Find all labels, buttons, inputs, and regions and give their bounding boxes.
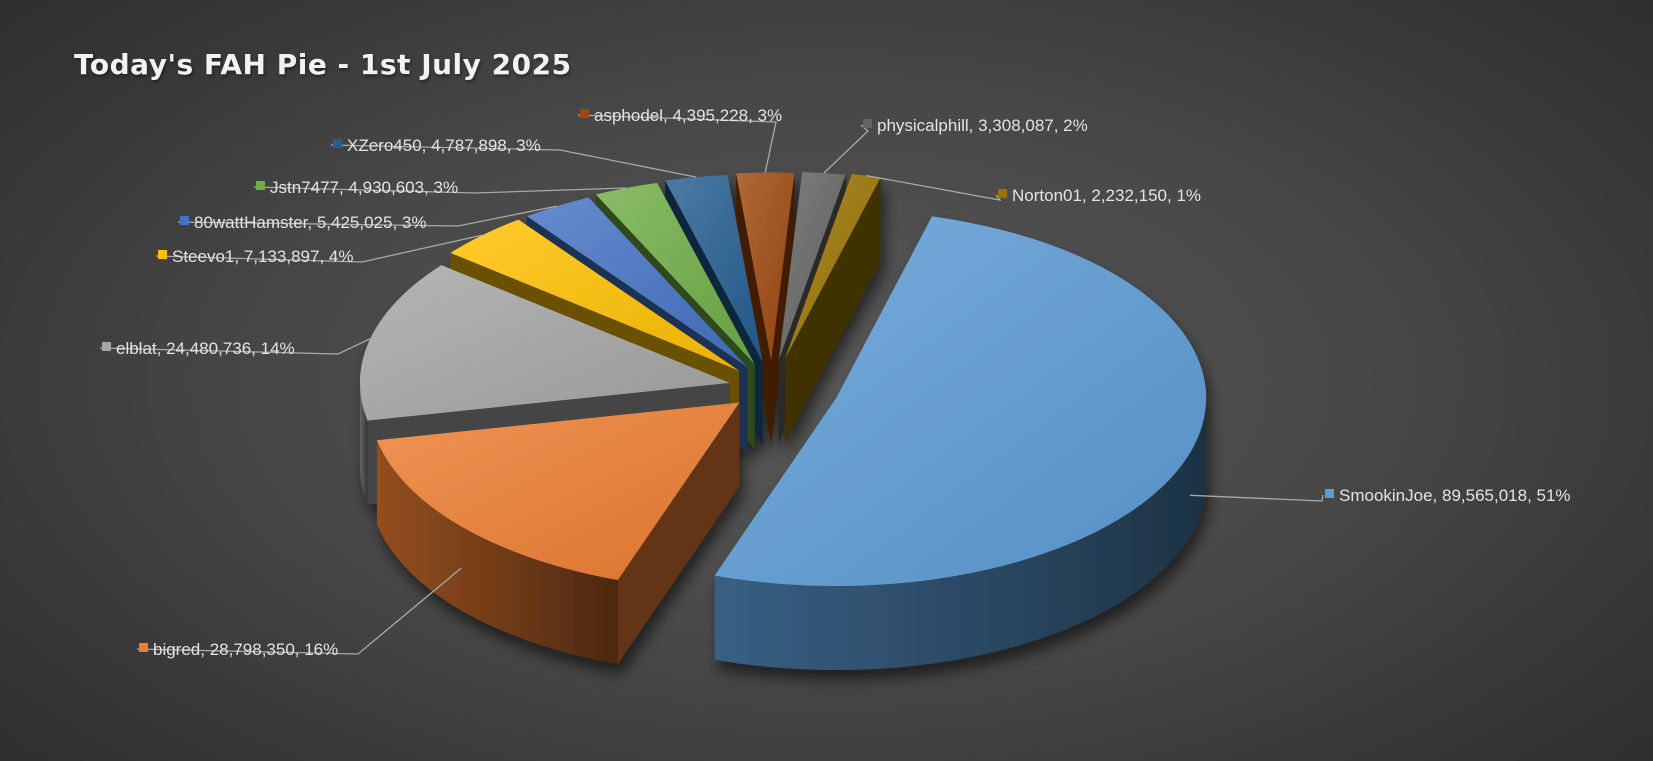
label-swatch [863, 119, 872, 128]
slice-top-Jstn7477 [595, 182, 755, 365]
data-label-bigred: bigred, 28,798,350, 16% [153, 640, 338, 659]
leader-line [577, 114, 777, 173]
label-swatch [180, 216, 189, 225]
data-label-Norton01: Norton01, 2,232,150, 1% [1012, 186, 1201, 205]
leader-line [155, 234, 483, 263]
data-label-elblat: elblat, 24,480,736, 14% [116, 339, 295, 358]
slice-cut-face [771, 172, 795, 445]
label-swatch [1325, 489, 1334, 498]
label-swatch [256, 181, 265, 190]
slice-top-Steevo1 [450, 219, 739, 371]
leader-line [330, 144, 697, 178]
data-label-XZero450: XZero450, 4,787,898, 3% [347, 136, 541, 155]
slice-top-elblat [359, 265, 730, 421]
slice-top-Norton01 [784, 174, 881, 360]
data-label-80wattHamster: 80wattHamster, 5,425,025, 3% [194, 213, 426, 232]
data-label-SmookinJoe: SmookinJoe, 89,565,018, 51% [1339, 486, 1571, 505]
leader-line [136, 567, 462, 655]
leader-line [823, 124, 869, 174]
slice-top-XZero450 [665, 174, 763, 363]
slice-top-physicalphill [778, 171, 846, 360]
label-swatch [580, 109, 589, 118]
leader-line [253, 186, 627, 194]
data-label-Steevo1: Steevo1, 7,133,897, 4% [172, 247, 353, 266]
pie-slices [359, 171, 1207, 671]
label-swatch [139, 643, 148, 652]
data-label-Jstn7477: Jstn7477, 4,930,603, 3% [270, 178, 458, 197]
pie-slice [714, 216, 1207, 671]
slice-wall [359, 382, 368, 505]
label-swatch [102, 342, 111, 351]
leader-line [99, 338, 371, 355]
slice-top-asphodel [736, 172, 795, 361]
slice-wall [714, 398, 1207, 671]
chart-title: Today's FAH Pie - 1st July 2025 [74, 48, 572, 81]
pie-slice [784, 174, 881, 444]
slice-wall [376, 440, 618, 665]
data-label-physicalphill: physicalphill, 3,308,087, 2% [877, 116, 1088, 135]
leader-line [177, 205, 558, 227]
label-swatch [158, 250, 167, 259]
label-swatch [998, 189, 1007, 198]
pie-slice [376, 402, 740, 665]
slice-top-80wattHamster [527, 197, 748, 368]
label-swatch [333, 139, 342, 148]
slice-cut-face [784, 177, 881, 444]
data-labels: SmookinJoe, 89,565,018, 51% bigred, 28,79… [99, 106, 1571, 659]
slice-top-SmookinJoe [714, 216, 1207, 587]
data-label-asphodel: asphodel, 4,395,228, 3% [594, 106, 782, 125]
slice-top-bigred [376, 402, 740, 581]
leader-line [866, 174, 1002, 201]
leader-line [1189, 494, 1324, 502]
